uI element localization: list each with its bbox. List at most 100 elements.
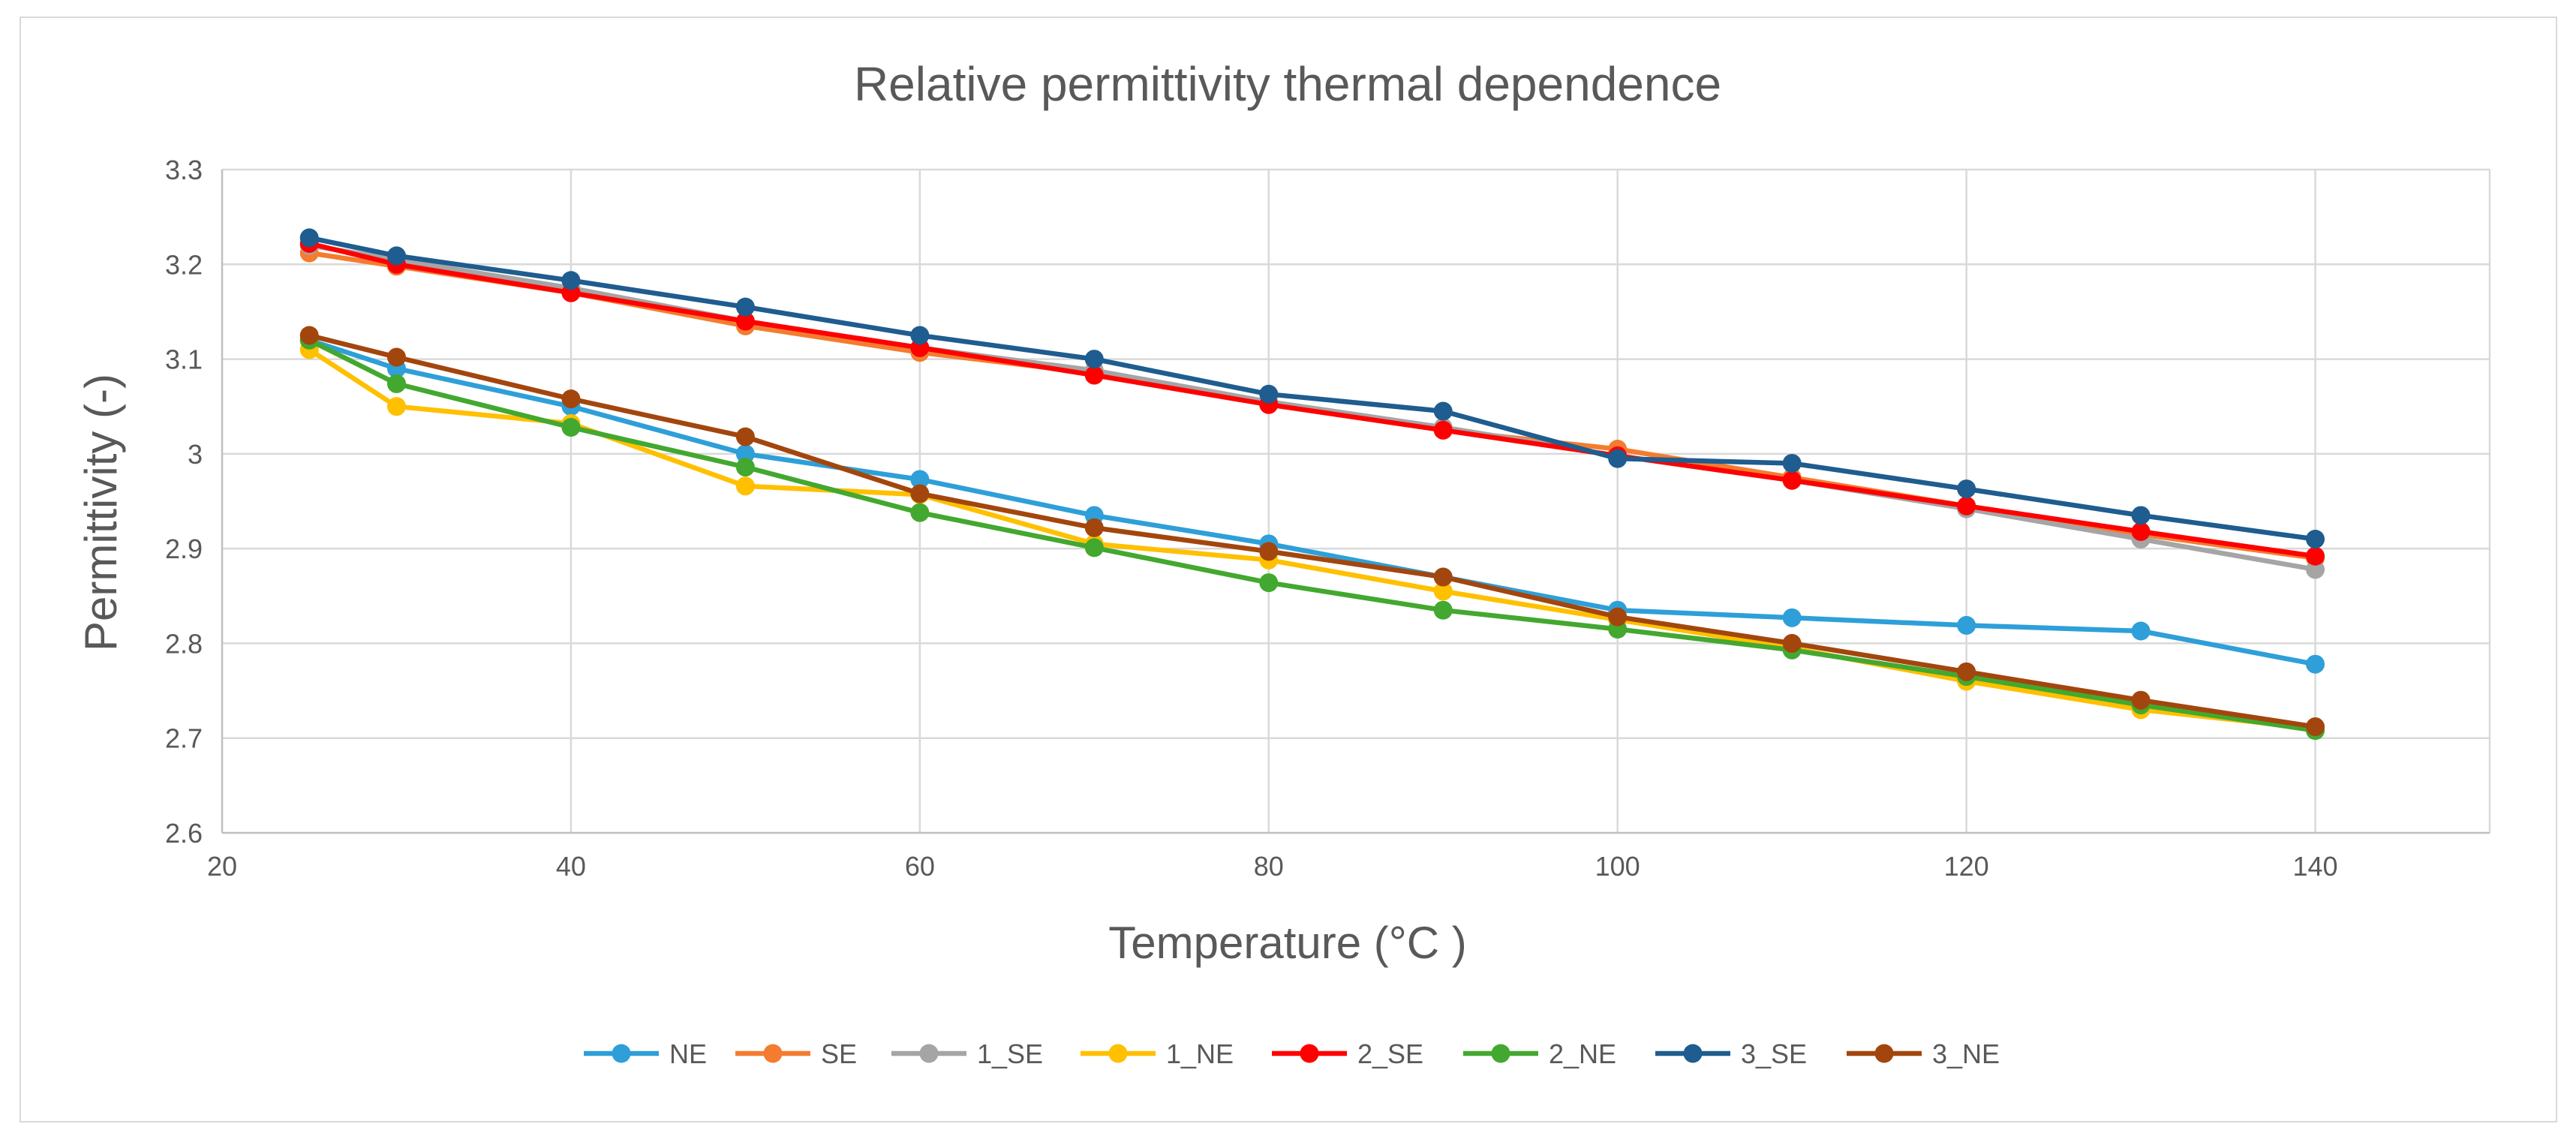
data-point-3-se bbox=[299, 228, 319, 248]
series-3-se bbox=[299, 228, 2325, 549]
y-tick-label: 2.9 bbox=[165, 533, 203, 564]
legend-label: 2_SE bbox=[1357, 1038, 1423, 1069]
legend-item-1-se: 1_SE bbox=[891, 1038, 1043, 1069]
legend-item-3-ne: 3_NE bbox=[1847, 1038, 2000, 1069]
legend-item-2-ne: 2_NE bbox=[1463, 1038, 1616, 1069]
legend-marker bbox=[1683, 1044, 1703, 1063]
series-3-ne bbox=[299, 326, 2325, 737]
legend-marker bbox=[1874, 1044, 1894, 1063]
data-point-3-ne bbox=[2131, 690, 2151, 710]
series-line-ne bbox=[308, 338, 2316, 667]
gridlines bbox=[222, 168, 2491, 833]
legend-marker bbox=[1108, 1044, 1128, 1063]
data-point-3-se bbox=[2306, 530, 2325, 549]
y-tick-label: 3.2 bbox=[165, 249, 203, 280]
legend-item-1-ne: 1_NE bbox=[1081, 1038, 1234, 1069]
legend-label: 3_SE bbox=[1741, 1038, 1807, 1069]
data-point-2-ne bbox=[1433, 600, 1453, 620]
data-point-3-se bbox=[1084, 350, 1104, 369]
legend-marker bbox=[763, 1044, 783, 1063]
data-point-1-ne bbox=[386, 397, 406, 416]
data-point-3-se bbox=[1608, 449, 1628, 468]
data-point-3-ne bbox=[1259, 542, 1279, 561]
legend: NE SE 1_SE 1_NE 2_SE 2_NE 3_SE 3_NE bbox=[584, 1038, 2000, 1069]
x-axis-title: Temperature (°C ) bbox=[1108, 918, 1466, 968]
data-point-3-se bbox=[386, 246, 406, 266]
data-point-3-se bbox=[2131, 506, 2151, 525]
legend-marker bbox=[1491, 1044, 1510, 1063]
legend-marker bbox=[1300, 1044, 1319, 1063]
data-point-2-se bbox=[1433, 420, 1453, 440]
data-point-3-se bbox=[735, 297, 755, 317]
legend-label: 2_NE bbox=[1549, 1038, 1616, 1069]
data-point-2-se bbox=[1957, 496, 1976, 515]
data-point-3-ne bbox=[735, 427, 755, 446]
data-point-3-ne bbox=[299, 326, 319, 345]
y-tick-label: 3 bbox=[188, 439, 203, 470]
legend-label: 1_NE bbox=[1166, 1038, 1234, 1069]
y-tick-label: 3.1 bbox=[165, 344, 203, 375]
series-line-3-ne bbox=[308, 332, 2316, 729]
legend-item-2-se: 2_SE bbox=[1272, 1038, 1423, 1069]
data-point-3-ne bbox=[1084, 518, 1104, 537]
data-point-1-ne bbox=[1433, 582, 1453, 601]
legend-label: SE bbox=[821, 1038, 857, 1069]
y-tick-label: 2.7 bbox=[165, 723, 203, 754]
data-point-2-se bbox=[2306, 546, 2325, 566]
legend-marker bbox=[612, 1044, 631, 1063]
legend-label: 1_SE bbox=[977, 1038, 1043, 1069]
legend-item-se: SE bbox=[735, 1038, 857, 1069]
y-tick-label: 2.6 bbox=[165, 818, 203, 849]
data-point-3-se bbox=[561, 271, 581, 290]
axes: 2.6 2.7 2.8 2.9 3 3.1 3.2 3.3 20 40 60 80 100 120 140 bbox=[165, 155, 2490, 882]
data-point-3-ne bbox=[1433, 567, 1453, 587]
data-point-1-ne bbox=[735, 476, 755, 496]
legend-label: 3_NE bbox=[1932, 1038, 2000, 1069]
data-point-2-ne bbox=[1259, 573, 1279, 593]
x-tick-label: 20 bbox=[207, 851, 237, 882]
chart-title: Relative permittivity thermal dependence bbox=[854, 57, 1721, 111]
legend-item-3-se: 3_SE bbox=[1655, 1038, 1807, 1069]
y-tick-label: 2.8 bbox=[165, 628, 203, 659]
data-point-2-se bbox=[2131, 521, 2151, 541]
x-tick-label: 140 bbox=[2292, 851, 2337, 882]
data-point-ne bbox=[2131, 621, 2151, 641]
x-tick-label: 80 bbox=[1254, 851, 1284, 882]
data-point-3-se bbox=[1782, 453, 1802, 473]
x-tick-label: 100 bbox=[1595, 851, 1640, 882]
legend-label: NE bbox=[669, 1038, 707, 1069]
data-point-ne bbox=[2306, 654, 2325, 674]
data-point-3-ne bbox=[561, 389, 581, 409]
data-point-2-se bbox=[735, 311, 755, 331]
data-point-3-ne bbox=[1957, 662, 1976, 681]
data-point-ne bbox=[735, 444, 755, 464]
y-tick-label: 3.3 bbox=[165, 155, 203, 185]
x-tick-label: 40 bbox=[556, 851, 586, 882]
series-group bbox=[299, 228, 2325, 741]
x-tick-label: 60 bbox=[905, 851, 935, 882]
data-point-ne bbox=[910, 470, 930, 489]
data-point-3-se bbox=[1957, 479, 1976, 499]
data-point-2-ne bbox=[735, 458, 755, 477]
data-point-2-se bbox=[1084, 365, 1104, 385]
data-point-3-ne bbox=[1608, 607, 1628, 627]
data-point-3-se bbox=[1433, 401, 1453, 421]
series-ne bbox=[299, 330, 2325, 674]
data-point-3-ne bbox=[2306, 717, 2325, 737]
data-point-2-se bbox=[1782, 470, 1802, 490]
data-point-3-ne bbox=[910, 484, 930, 503]
data-point-1-se bbox=[2306, 560, 2325, 579]
y-axis-title: Permittivity (-) bbox=[76, 374, 126, 651]
data-point-3-se bbox=[1259, 384, 1279, 404]
x-tick-label: 120 bbox=[1944, 851, 1989, 882]
data-point-3-ne bbox=[386, 347, 406, 367]
data-point-2-ne bbox=[910, 503, 930, 522]
legend-marker bbox=[919, 1044, 939, 1063]
series-line-3-se bbox=[308, 235, 2316, 542]
data-point-3-ne bbox=[1782, 633, 1802, 653]
data-point-ne bbox=[1782, 608, 1802, 627]
data-point-2-ne bbox=[561, 417, 581, 437]
data-point-3-se bbox=[910, 326, 930, 345]
chart-frame bbox=[20, 17, 2557, 1122]
